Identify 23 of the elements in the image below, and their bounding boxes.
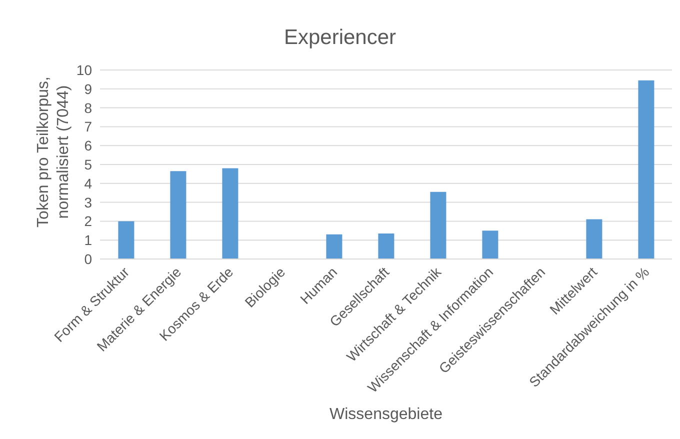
y-tick-label: 7 (84, 118, 92, 135)
bar (482, 230, 498, 259)
y-tick-label: 9 (84, 80, 92, 97)
bar (638, 80, 654, 259)
y-axis-title: Token pro Teilkorpus, normalisiert (7044) (35, 76, 72, 228)
y-tick-label: 8 (84, 100, 92, 116)
bar (222, 168, 238, 259)
y-tick-label: 4 (84, 175, 92, 192)
x-axis-title: Wissensgebiete (330, 406, 443, 423)
y-tick-label: 1 (84, 232, 92, 248)
bar (430, 192, 446, 259)
y-tick-label: 6 (84, 138, 92, 154)
bar (170, 171, 186, 259)
y-tick-label: 3 (84, 194, 92, 210)
bar (378, 233, 394, 259)
chart-title: Experiencer (282, 26, 398, 50)
bar (326, 234, 342, 259)
y-tick-label: 5 (84, 156, 92, 172)
bar (586, 219, 602, 259)
y-tick-label: 0 (84, 250, 92, 267)
y-tick-label: 2 (84, 213, 92, 230)
bar (118, 221, 134, 259)
y-tick-label: 10 (76, 62, 92, 78)
